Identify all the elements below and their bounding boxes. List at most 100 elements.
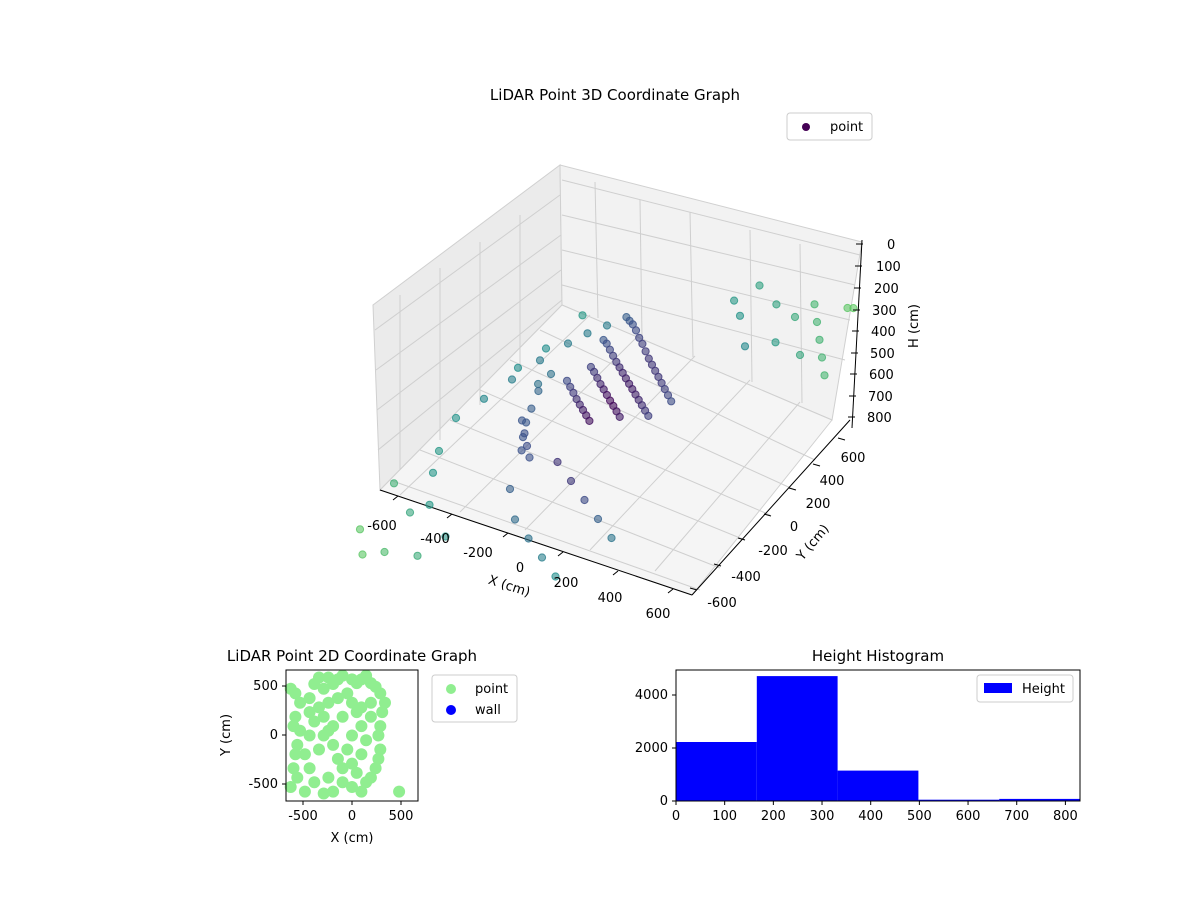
legend-marker-wall xyxy=(446,705,456,715)
point-3d xyxy=(479,394,489,403)
point-3d xyxy=(434,446,444,456)
legend-marker-point xyxy=(446,684,456,694)
point-3d xyxy=(667,397,676,406)
point-2d-point xyxy=(284,781,297,793)
x-tick-label: 600 xyxy=(646,607,671,622)
y-tick-label-hist: 2000 xyxy=(635,741,668,756)
point-2d-point xyxy=(313,701,325,714)
point-3d xyxy=(510,515,520,524)
x-axis-label-2d: X (cm) xyxy=(331,831,374,846)
point-2d-point xyxy=(308,776,321,789)
y-tick-label: 400 xyxy=(820,474,845,489)
x-tick-label: 0 xyxy=(516,561,524,576)
point-2d-point xyxy=(350,766,363,779)
point-2d-point xyxy=(355,701,368,714)
point-2d-point xyxy=(355,720,368,733)
point-2d-point xyxy=(346,729,358,742)
y-tick-label: -600 xyxy=(707,596,737,611)
point-3d xyxy=(795,350,805,360)
point-2d-point xyxy=(374,743,387,756)
point-2d-point xyxy=(376,706,389,719)
point-3d xyxy=(428,468,438,477)
x-tick-label-hist: 0 xyxy=(672,809,680,824)
point-2d-point xyxy=(317,787,330,800)
point-2d-point xyxy=(303,692,316,705)
point-3d xyxy=(525,453,534,462)
point-2d-point xyxy=(294,724,307,737)
x-tick-label-hist: 300 xyxy=(810,809,835,824)
point-3d xyxy=(771,338,780,347)
point-2d-point xyxy=(379,696,391,709)
point-2d-point xyxy=(327,720,340,733)
point-2d-point xyxy=(322,771,335,784)
points-3d xyxy=(355,281,858,581)
x-tick-label-hist: 600 xyxy=(956,809,981,824)
point-2d-point xyxy=(372,729,385,742)
point-3d xyxy=(812,317,822,327)
point-2d-point xyxy=(308,715,321,728)
x-tick-label-2d: -500 xyxy=(288,809,318,824)
point-3d xyxy=(517,446,526,455)
legend-marker-point xyxy=(802,123,810,131)
x-tick-label-hist: 100 xyxy=(712,809,737,824)
point-3d xyxy=(425,500,434,509)
point-3d xyxy=(641,347,650,356)
point-3d xyxy=(451,413,461,423)
y-tick-label: 200 xyxy=(806,497,831,512)
point-2d-point xyxy=(364,696,377,709)
y-tick-label-hist: 4000 xyxy=(635,688,668,703)
point-3d xyxy=(520,429,529,438)
y-axis-label-2d: Y (cm) xyxy=(219,714,234,757)
point-3d xyxy=(593,514,603,524)
z-tick-label: 600 xyxy=(869,368,894,383)
point-3d xyxy=(553,457,562,467)
point-3d xyxy=(389,479,399,488)
point-3d xyxy=(615,412,624,421)
point-2d-point xyxy=(291,738,304,751)
histogram-bar xyxy=(999,798,1080,801)
ticks-2d xyxy=(282,685,402,805)
point-3d xyxy=(602,321,612,330)
point-3d xyxy=(593,373,602,382)
legend-3d: point xyxy=(786,112,873,141)
point-3d xyxy=(740,342,750,351)
z-tick-label: 100 xyxy=(876,260,901,275)
point-2d-point xyxy=(327,785,340,798)
plot-3d: LiDAR Point 3D Coordinate Graph xyxy=(355,86,922,622)
z-tick-label: 0 xyxy=(887,238,895,253)
point-2d-point xyxy=(346,757,358,770)
point-3d xyxy=(790,312,800,322)
point-2d-point xyxy=(317,682,330,695)
point-2d-point xyxy=(289,748,302,761)
z-tick-label: 500 xyxy=(870,347,895,362)
legend-box xyxy=(786,112,873,141)
point-3d xyxy=(815,335,824,344)
point-3d xyxy=(380,547,389,557)
z-tick-label: 800 xyxy=(867,411,892,426)
x-tick-label: -400 xyxy=(420,532,450,547)
histogram-bar xyxy=(676,742,757,801)
point-3d xyxy=(755,281,764,290)
z-axis-label: H (cm) xyxy=(907,304,922,348)
point-3d xyxy=(355,525,365,534)
point-2d-point xyxy=(346,696,358,709)
legend-label: wall xyxy=(475,703,501,718)
y-tick-label-2d: 500 xyxy=(253,679,278,694)
x-tick-label-hist: 400 xyxy=(858,809,883,824)
point-2d-point xyxy=(336,669,349,682)
point-3d xyxy=(849,304,858,313)
point-3d xyxy=(569,388,578,397)
y-tick-label: 600 xyxy=(841,451,866,466)
y-axis-line xyxy=(691,419,851,596)
point-2d-point xyxy=(294,696,307,709)
point-3d xyxy=(541,344,551,353)
point-2d-point xyxy=(289,710,302,723)
legend-box xyxy=(976,674,1074,703)
point-2d-point xyxy=(341,687,354,700)
point-3d xyxy=(535,356,545,365)
point-3d xyxy=(820,371,829,380)
point-2d-point xyxy=(336,776,349,789)
plot-2d: LiDAR Point 2D Coordinate Graph -500 0 5… xyxy=(219,647,518,846)
point-2d-point xyxy=(360,734,373,747)
